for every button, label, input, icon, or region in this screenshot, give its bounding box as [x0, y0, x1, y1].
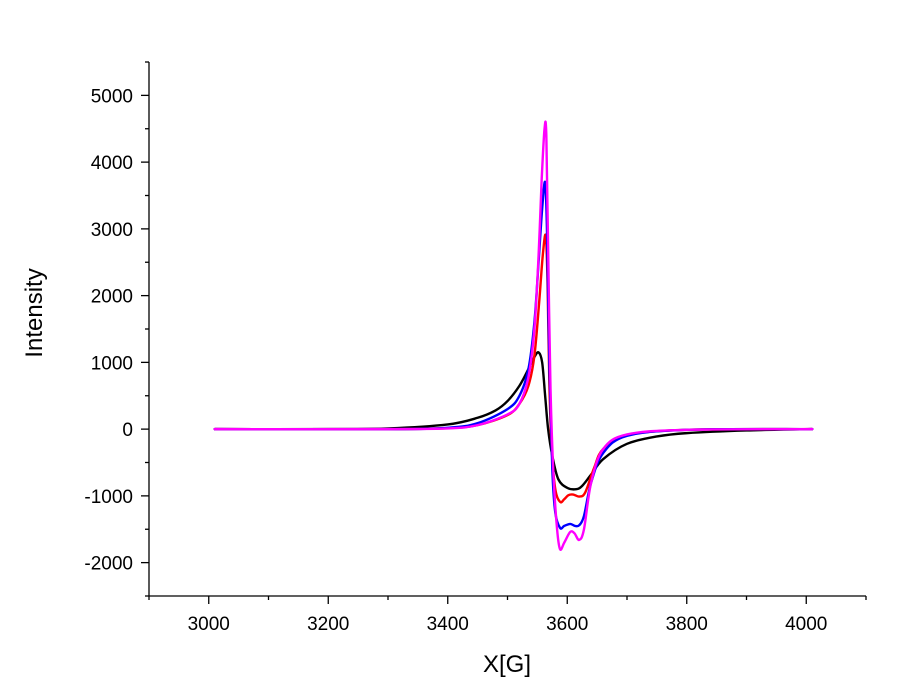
series-line-1: [213, 351, 814, 491]
x-tick-label: 4000: [785, 614, 827, 635]
x-tick-label: 3200: [307, 614, 349, 635]
ticks: 3000 3200 3400 3600 3800 4000 -2000 -1000 0 1000 2…: [84, 61, 867, 635]
axes: [148, 62, 866, 597]
series-line-2: [213, 233, 814, 504]
series-line-4: [213, 120, 814, 551]
x-tick-label: 3000: [188, 614, 230, 635]
y-tick-label: 2000: [91, 287, 133, 308]
y-tick-label: -2000: [84, 554, 133, 575]
y-tick-label: 4000: [91, 153, 133, 174]
y-tick-label: -1000: [84, 487, 133, 508]
y-axis-title: Intensity: [21, 268, 48, 357]
x-tick-label: 3800: [666, 614, 708, 635]
y-tick-label: 3000: [91, 220, 133, 241]
x-axis-title: X[G]: [483, 651, 531, 678]
y-tick-label: 5000: [91, 86, 133, 107]
x-tick-label: 3400: [427, 614, 469, 635]
series-layer: [213, 120, 814, 551]
x-tick-label: 3600: [546, 614, 588, 635]
series-line-3: [213, 180, 814, 530]
y-tick-label: 0: [122, 420, 133, 441]
y-tick-label: 1000: [91, 353, 133, 374]
